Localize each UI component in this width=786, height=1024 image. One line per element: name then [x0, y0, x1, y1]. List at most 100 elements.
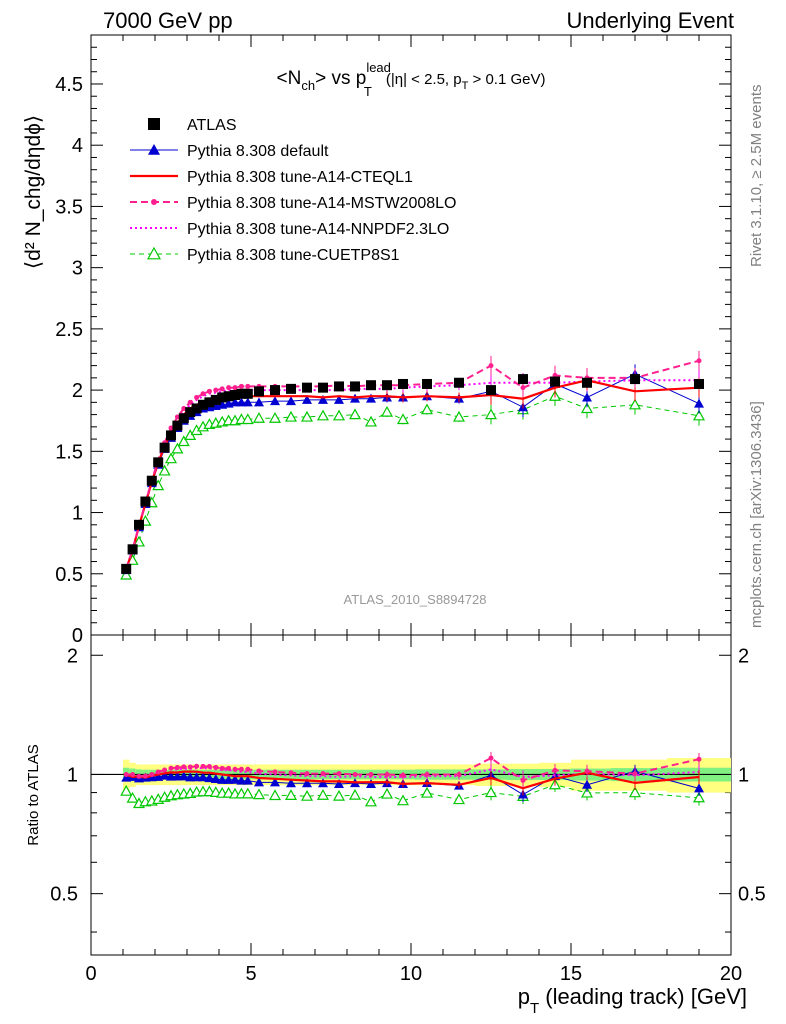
series-1-ratio-point — [185, 772, 196, 782]
series-3-ratio-point — [142, 773, 148, 779]
series-3-point — [187, 399, 193, 405]
series-0-point — [127, 544, 138, 555]
series-5-point — [132, 535, 146, 547]
series-5-point — [420, 403, 434, 415]
series-5-point — [268, 412, 282, 423]
y-tick-label: 1.5 — [55, 441, 83, 463]
analysis-id: ATLAS_2010_S8894728 — [344, 592, 487, 607]
legend-item-1-label: Pythia 8.308 default — [187, 143, 329, 160]
series-5-point — [164, 452, 178, 464]
series-3-ratio-point — [456, 771, 462, 777]
series-5-ratio-point — [396, 794, 410, 806]
mcplots-label: mcplots.cern.ch [arXiv:1306.3436] — [748, 401, 765, 628]
series-3-point — [206, 388, 212, 394]
series-0-point — [159, 442, 170, 453]
y-tick-label: 2 — [72, 380, 83, 402]
series-3-ratio-point — [174, 765, 180, 771]
legend-item-3-marker — [151, 199, 157, 205]
series-5-ratio-point — [420, 786, 434, 798]
series-1-point — [286, 396, 296, 406]
series-5-ratio-point — [120, 784, 133, 796]
series-1-ratio-point — [191, 772, 202, 782]
series-3-ratio-point — [123, 771, 129, 777]
series-0-point — [198, 399, 208, 410]
series-0-point — [134, 519, 144, 530]
series-3-ratio-point — [552, 767, 558, 773]
series-5-point — [396, 413, 410, 425]
series-0-point — [518, 374, 528, 385]
series-3-ratio-point — [155, 769, 161, 775]
series-0-point — [178, 413, 189, 424]
series-1-ratio-point — [302, 778, 312, 788]
series-3-point — [194, 394, 200, 400]
legend-item-0-marker — [148, 118, 160, 130]
series-0-point — [318, 382, 328, 393]
ratio-tick-label: 1 — [738, 764, 749, 786]
series-3-point — [488, 363, 494, 369]
series-3-ratio-point — [520, 777, 526, 783]
series-3-ratio-point — [226, 765, 232, 771]
series-3-ratio-point — [136, 773, 142, 779]
series-0-point — [230, 390, 240, 400]
series-3-point — [200, 391, 206, 397]
legend-item-1-marker — [148, 144, 160, 155]
series-0-point — [486, 385, 496, 396]
series-3-ratio-point — [424, 771, 430, 777]
series-5-point — [692, 409, 706, 421]
series-5-ratio-point — [241, 787, 254, 799]
series-1-ratio-point — [159, 770, 170, 780]
series-3-point — [181, 405, 187, 411]
series-1-point — [230, 397, 240, 407]
series-3-point — [245, 383, 251, 389]
series-5-point — [300, 410, 314, 422]
series-1-ratio-point — [217, 774, 228, 784]
series-5-ratio-point — [284, 789, 298, 800]
series-5-ratio-point — [332, 789, 346, 801]
header-process: Underlying Event — [566, 8, 734, 33]
series-5-point — [241, 413, 254, 425]
series-5-ratio-point — [364, 795, 378, 807]
series-1-point — [334, 394, 344, 404]
series-5-ratio-point — [300, 789, 314, 801]
series-5-ratio-point — [580, 786, 594, 798]
series-1-ratio-point — [318, 778, 328, 788]
series-3-ratio-point — [384, 771, 390, 777]
x-tick-label: 5 — [245, 963, 256, 985]
series-5-point — [171, 442, 184, 454]
x-tick-label: 10 — [400, 963, 422, 985]
series-0-point — [153, 457, 164, 468]
series-3-ratio-point — [238, 766, 244, 772]
y-tick-label: 3 — [72, 258, 83, 280]
series-0-point — [204, 397, 215, 408]
series-0-point — [334, 381, 344, 392]
legend-item-0-label: ATLAS — [187, 117, 237, 134]
series-5-point — [628, 398, 642, 410]
legend-item-5-marker — [146, 246, 162, 260]
legend-item-5-label: Pythia 8.308 tune-CUETP8S1 — [187, 247, 400, 264]
series-3-ratio-point — [213, 764, 219, 770]
series-1-ratio-point — [242, 775, 253, 785]
series-1-ratio-point — [198, 772, 208, 782]
ratio-axis-label: Ratio to ATLAS — [25, 744, 42, 845]
series-0-point — [166, 430, 176, 441]
series-0-point — [454, 377, 464, 388]
series-3-point — [219, 386, 225, 392]
legend-item-3-label: Pythia 8.308 tune-A14-MSTW2008LO — [187, 195, 456, 212]
series-3-point — [226, 385, 232, 391]
series-1-ratio-point — [210, 773, 221, 783]
x-tick-label: 20 — [720, 963, 742, 985]
series-3-point — [520, 385, 526, 391]
series-1-ratio-point — [166, 771, 176, 781]
series-1-point — [694, 398, 704, 408]
y-tick-label: 3.5 — [55, 196, 83, 218]
series-5-point — [158, 464, 171, 476]
series-5-point — [252, 412, 266, 423]
series-0-point — [236, 388, 247, 399]
series-3-line — [125, 359, 700, 570]
chart-title: <Nch> vs plead T(|η| < 2.5, pT > 0.1 GeV) — [277, 60, 546, 99]
series-3-point — [232, 385, 238, 391]
y-tick-label: 0 — [72, 625, 83, 647]
series-5-ratio-point — [316, 789, 330, 800]
series-3-ratio-point — [320, 771, 326, 777]
